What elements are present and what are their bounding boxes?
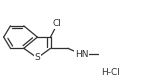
Text: H-Cl: H-Cl (101, 68, 120, 77)
Text: HN: HN (75, 50, 88, 59)
Text: S: S (34, 53, 40, 62)
Text: Cl: Cl (53, 19, 62, 28)
